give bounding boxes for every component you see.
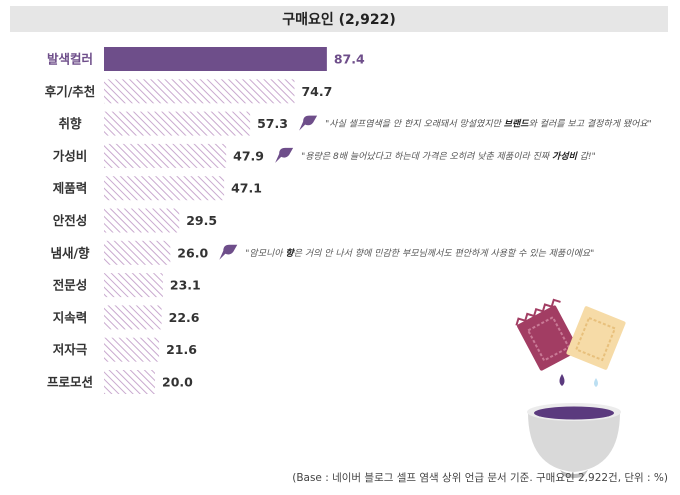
dye-packet-light — [566, 306, 626, 370]
bar — [104, 305, 162, 330]
category-label: 후기/추천 — [45, 84, 96, 99]
quote-emphasis: 향 — [285, 248, 295, 259]
value-label: 87.4 — [334, 52, 365, 67]
quote-segment: "암모니아 — [245, 248, 285, 259]
bar — [104, 240, 171, 265]
category-label: 전문성 — [53, 278, 88, 293]
dye-drop-purple — [559, 374, 565, 386]
category-label: 냄새/향 — [50, 245, 90, 260]
bar — [104, 47, 327, 71]
bar — [104, 337, 160, 362]
quote-text: "암모니아 향은 거의 안 나서 향에 민감한 부모님께서도 편안하게 사용할 … — [245, 248, 594, 259]
quote-emphasis: 가성비 — [552, 151, 579, 162]
category-label: 안전성 — [53, 213, 88, 228]
speech-bubble-icon — [299, 115, 318, 131]
bar — [104, 273, 163, 298]
value-label: 21.6 — [166, 342, 197, 357]
footnote: (Base : 네이버 블로그 셀프 염색 상위 언급 문서 기준. 구매요인 … — [292, 472, 668, 484]
quote-segment: "용량은 8배 늘어났다고 하는데 가격은 오히려 낮춘 제품이라 진짜 — [301, 151, 552, 162]
dye-liquid — [534, 406, 614, 420]
category-label: 지속력 — [53, 310, 88, 325]
quote-emphasis: 브랜드 — [504, 119, 530, 130]
value-label: 23.1 — [170, 278, 201, 293]
value-label: 57.3 — [257, 116, 288, 131]
category-label: 저자극 — [53, 342, 88, 357]
dye-packet-dark — [515, 298, 579, 371]
bar — [104, 370, 155, 394]
category-label: 제품력 — [53, 181, 88, 196]
speech-bubble-icon — [275, 147, 294, 163]
quote-segment: 은 거의 안 나서 향에 민감한 부모님께서도 편안하게 사용할 수 있는 제품… — [294, 248, 595, 259]
value-label: 47.9 — [233, 148, 264, 163]
quote-text: "사실 셀프염색을 안 한지 오래돼서 망설였지만 브랜드와 컬러를 보고 결정… — [325, 119, 652, 130]
value-label: 74.7 — [301, 84, 332, 99]
quote-segment: "사실 셀프염색을 안 한지 오래돼서 망설였지만 — [325, 119, 504, 130]
category-label: 프로모션 — [47, 375, 93, 390]
bar — [104, 111, 251, 136]
category-label: 발색컬러 — [47, 52, 93, 67]
quote-segment: 갑!" — [577, 151, 596, 162]
value-label: 29.5 — [186, 213, 217, 228]
category-label: 가성비 — [53, 148, 88, 163]
chart-title: 구매요인 (2,922) — [282, 12, 396, 28]
value-label: 26.0 — [177, 245, 208, 260]
category-label: 취향 — [58, 116, 82, 131]
value-label: 22.6 — [169, 310, 200, 325]
speech-bubble-icon — [219, 244, 238, 260]
bar — [104, 79, 295, 104]
bar — [104, 143, 227, 168]
bowl — [528, 412, 620, 472]
bar — [104, 176, 225, 201]
chart-title-bar: 구매요인 (2,922) — [10, 6, 668, 32]
value-label: 47.1 — [231, 181, 262, 196]
bar — [104, 208, 180, 233]
value-label: 20.0 — [162, 375, 193, 390]
dye-drop-blue — [594, 378, 598, 387]
hair-dye-bowl-illustration — [515, 298, 626, 478]
quote-text: "용량은 8배 늘어났다고 하는데 가격은 오히려 낮춘 제품이라 진짜 가성비… — [301, 151, 596, 162]
quote-segment: 와 컬러를 보고 결정하게 됐어요" — [529, 119, 652, 130]
